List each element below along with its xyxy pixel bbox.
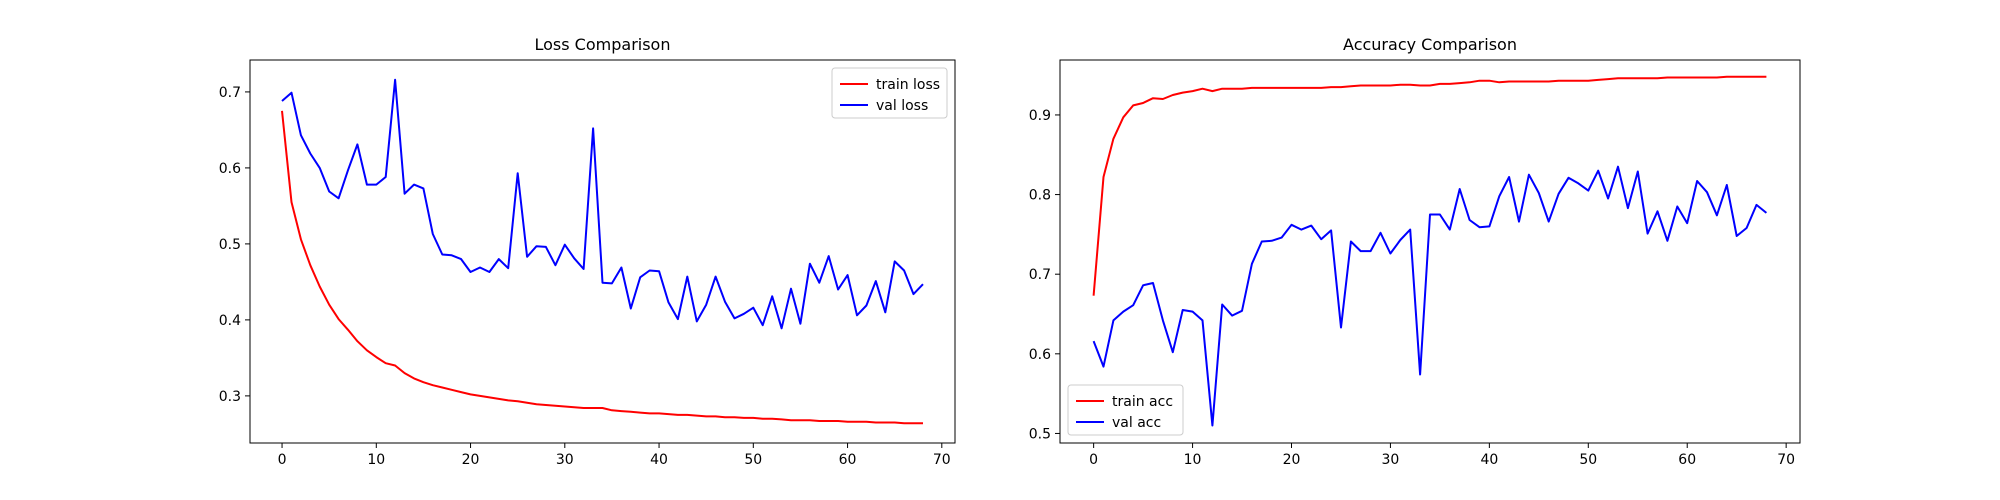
axes-frame — [1059, 59, 1801, 444]
x-tick-label: 70 — [1777, 452, 1795, 468]
x-tick-label: 60 — [839, 452, 857, 468]
y-tick-label: 0.5 — [1029, 426, 1051, 442]
legend-label: val acc — [1112, 415, 1161, 431]
series-line-val-loss — [281, 78, 924, 330]
y-tick-label: 0.8 — [1029, 188, 1051, 204]
x-tick-label: 50 — [1579, 452, 1597, 468]
series-line-val-acc — [1092, 165, 1768, 427]
legend-label: train acc — [1112, 394, 1173, 410]
legend: train acc val acc — [1067, 384, 1184, 436]
y-tick-label: 0.4 — [219, 313, 241, 329]
x-tick-label: 40 — [650, 452, 668, 468]
x-tick-label: 60 — [1678, 452, 1696, 468]
x-tick-label: 20 — [1283, 452, 1301, 468]
y-tick-label: 0.6 — [219, 161, 241, 177]
x-tick-label: 30 — [556, 452, 574, 468]
y-tick-label: 0.5 — [219, 237, 241, 253]
chart-title: Accuracy Comparison — [1343, 35, 1517, 54]
x-tick-label: 70 — [933, 452, 951, 468]
x-tick-label: 0 — [1089, 452, 1098, 468]
x-tick-label: 10 — [1184, 452, 1202, 468]
x-tick-label: 30 — [1382, 452, 1400, 468]
x-tick-label: 40 — [1480, 452, 1498, 468]
loss-chart: Loss Comparison 0 10 20 30 40 50 60 70 0.3 0.4 0.5 0… — [219, 35, 956, 468]
y-tick-label: 0.7 — [219, 85, 241, 101]
series-line-train-loss — [281, 110, 923, 425]
y-tick-label: 0.6 — [1029, 347, 1051, 363]
chart-title: Loss Comparison — [535, 35, 671, 54]
x-tick-label: 50 — [744, 452, 762, 468]
legend-label: val loss — [876, 98, 928, 114]
x-tick-label: 10 — [367, 452, 385, 468]
x-tick-label: 0 — [278, 452, 287, 468]
legend: train loss val loss — [831, 67, 948, 119]
axes-frame — [249, 59, 956, 444]
accuracy-chart: Accuracy Comparison 0 10 20 30 40 50 60 70 0.5 0.6… — [1029, 35, 1801, 468]
x-tick-label: 20 — [462, 452, 480, 468]
y-tick-label: 0.9 — [1029, 108, 1051, 124]
legend-label: train loss — [876, 77, 940, 93]
y-tick-label: 0.3 — [219, 389, 241, 405]
series-line-train-acc — [1092, 75, 1767, 296]
y-tick-label: 0.7 — [1029, 267, 1051, 283]
